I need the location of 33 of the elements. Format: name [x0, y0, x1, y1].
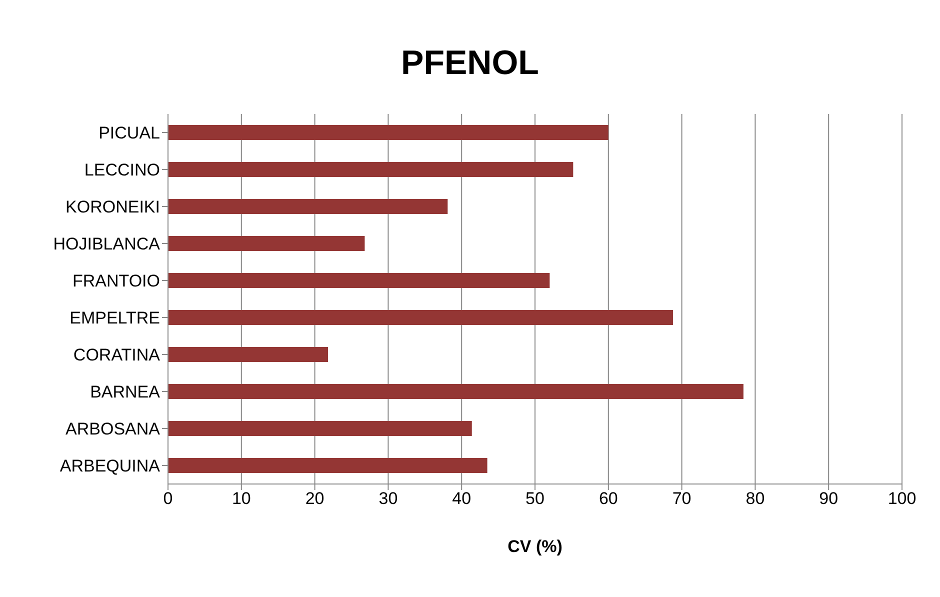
y-tick-label: FRANTOIO: [72, 272, 160, 291]
chart-title: PFENOL: [400, 43, 540, 84]
x-tick-label: 90: [819, 489, 838, 508]
y-tick-label: CORATINA: [73, 346, 161, 365]
y-tick-label: BARNEA: [90, 382, 161, 402]
x-tick-label: 70: [672, 489, 692, 508]
x-tick-label: 50: [526, 489, 544, 508]
bar: [168, 347, 328, 362]
x-tick-label: 0: [163, 489, 173, 508]
x-tick-label: 40: [452, 489, 472, 508]
x-tick-label: 80: [746, 489, 765, 508]
x-tick-label: 10: [232, 489, 251, 508]
bar: [168, 384, 744, 399]
bar: [168, 199, 448, 214]
y-tick-label: EMPELTRE: [70, 308, 160, 328]
bar: [168, 162, 574, 177]
y-tick-label: ARBEQUINA: [60, 456, 161, 476]
y-tick-label: HOJIBLANCA: [53, 234, 161, 254]
x-tick-label: 60: [598, 489, 618, 508]
x-tick-label: 30: [378, 489, 398, 508]
x-axis-title: CV (%): [508, 537, 562, 556]
y-tick-label: KORONEIKI: [66, 198, 160, 217]
bar: [168, 310, 673, 325]
x-tick-label: 100: [888, 489, 916, 508]
y-tick-label: PICUAL: [98, 124, 160, 143]
y-tick-label: LECCINO: [84, 160, 160, 180]
bar: [168, 421, 472, 436]
bar: [168, 458, 488, 473]
y-tick-label: ARBOSANA: [66, 420, 161, 439]
x-tick-label: 20: [305, 489, 324, 508]
bar: [168, 273, 550, 288]
bar: [168, 236, 365, 251]
bar: [168, 125, 608, 140]
